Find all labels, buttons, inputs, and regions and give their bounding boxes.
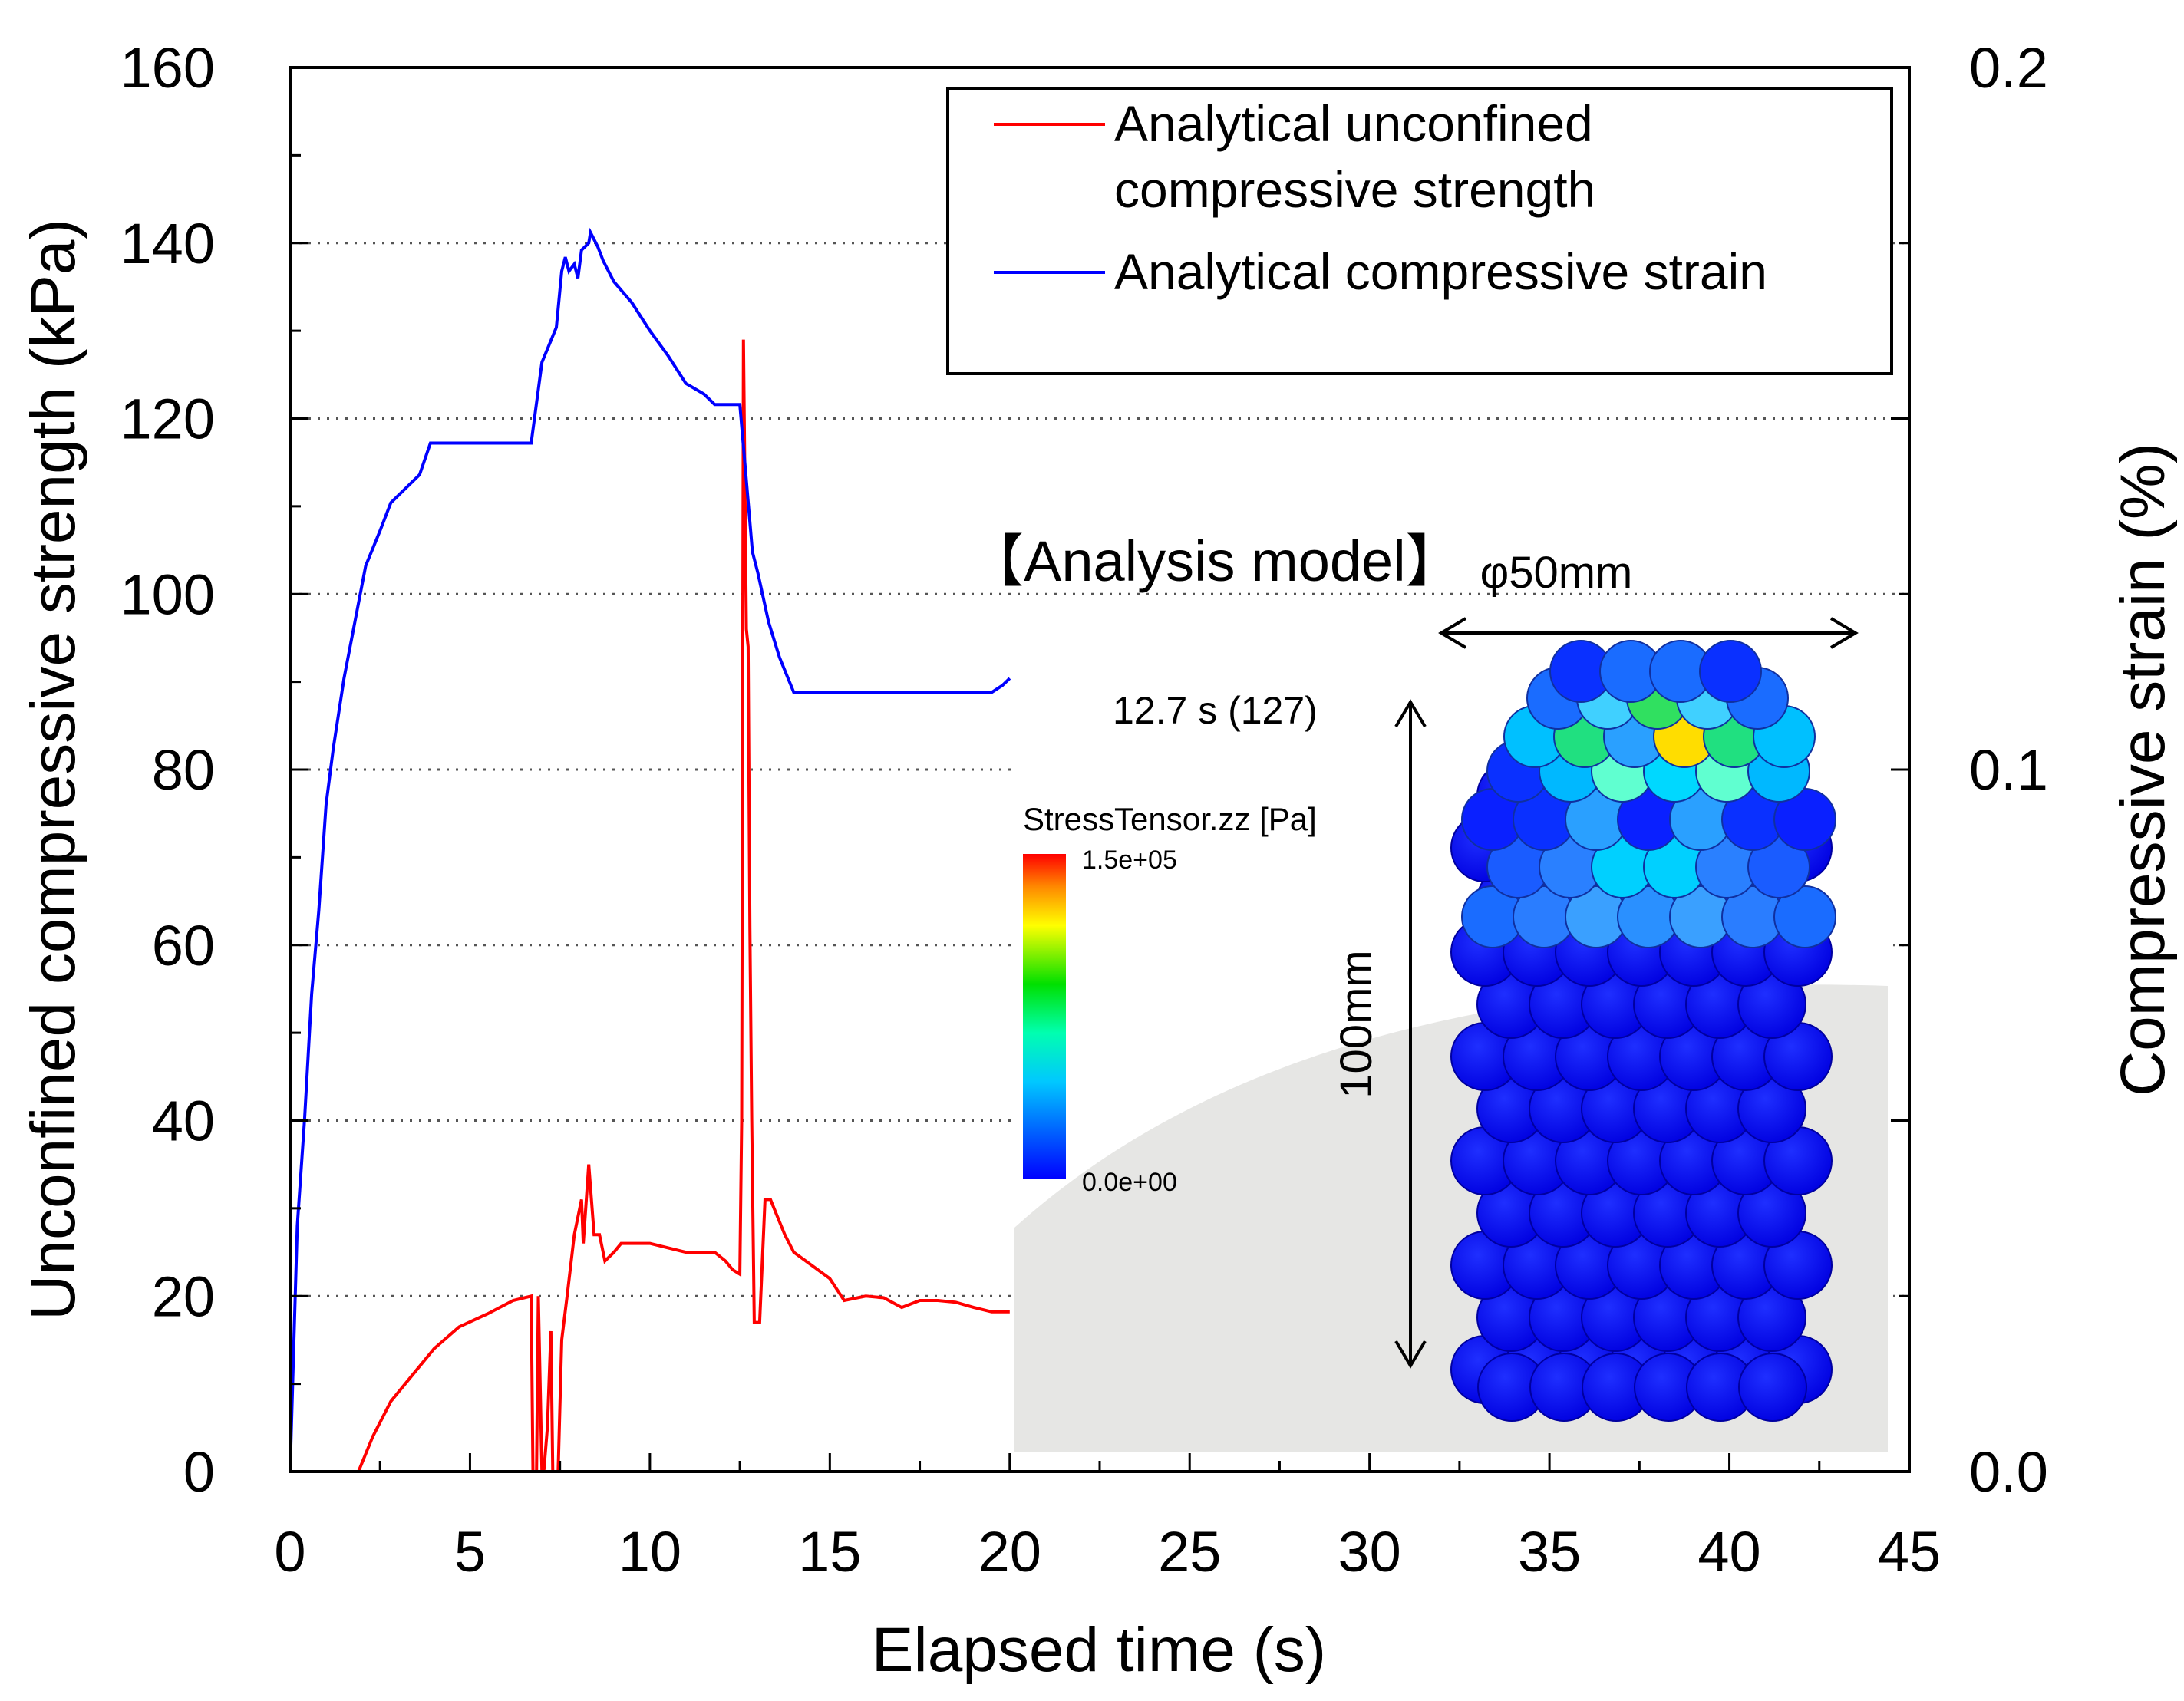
inset-title: 【Analysis model】 bbox=[967, 529, 1463, 593]
y-left-tick-label: 160 bbox=[120, 36, 215, 100]
y-right-tick-labels: 0.0 0.1 0.2 bbox=[1969, 36, 2048, 1504]
y-left-tick-label: 20 bbox=[152, 1264, 215, 1328]
strength-series-line bbox=[290, 339, 1010, 1472]
x-tick-label: 10 bbox=[619, 1520, 681, 1584]
y-right-tick-label: 0.1 bbox=[1969, 738, 2048, 802]
particle bbox=[1738, 1353, 1807, 1422]
x-tick-labels: 0 5 10 15 20 25 30 35 40 45 bbox=[274, 1520, 1941, 1584]
y-left-tick-label: 100 bbox=[120, 562, 215, 626]
y-right-tick-label: 0.2 bbox=[1969, 36, 2048, 100]
x-tick-label: 40 bbox=[1697, 1520, 1760, 1584]
axis-ticks bbox=[289, 66, 1911, 1473]
legend: Analytical unconfined compressive streng… bbox=[946, 87, 1893, 375]
x-axis-title: Elapsed time (s) bbox=[872, 1615, 1326, 1685]
y-left-tick-label: 80 bbox=[152, 738, 215, 802]
height-arrow bbox=[1394, 699, 1427, 1369]
y-right-axis-title: Compressive strain (%) bbox=[2108, 443, 2178, 1096]
x-tick-label: 15 bbox=[798, 1520, 861, 1584]
y-left-tick-label: 140 bbox=[120, 212, 215, 275]
colorbar bbox=[1023, 854, 1066, 1179]
strain-series-line bbox=[290, 227, 1011, 1472]
time-label: 12.7 s (127) bbox=[1113, 689, 1318, 732]
particle bbox=[1773, 885, 1836, 948]
particle-specimen bbox=[1450, 640, 1836, 1422]
legend-strain-label: Analytical compressive strain bbox=[1114, 243, 1767, 300]
y-left-axis-title: Unconfined compressive strength (kPa) bbox=[18, 219, 88, 1320]
y-left-tick-label: 60 bbox=[152, 914, 215, 977]
diameter-arrow bbox=[1438, 617, 1859, 649]
y-left-tick-label: 120 bbox=[120, 387, 215, 451]
particle bbox=[1699, 640, 1762, 703]
x-tick-label: 5 bbox=[454, 1520, 486, 1584]
y-left-tick-label: 0 bbox=[183, 1440, 215, 1504]
x-tick-label: 45 bbox=[1878, 1520, 1941, 1584]
y-left-tick-label: 40 bbox=[152, 1089, 215, 1153]
diameter-label: φ50mm bbox=[1480, 548, 1633, 598]
colorbar-title: StressTensor.zz [Pa] bbox=[1023, 801, 1317, 837]
x-tick-label: 20 bbox=[978, 1520, 1041, 1584]
y-right-tick-label: 0.0 bbox=[1969, 1440, 2048, 1504]
legend-box bbox=[946, 87, 1893, 375]
y-left-tick-labels: 0 20 40 60 80 100 120 140 160 bbox=[120, 36, 215, 1504]
x-tick-label: 25 bbox=[1158, 1520, 1221, 1584]
legend-strength-label-line2: compressive strength bbox=[1114, 161, 1595, 218]
x-tick-label: 35 bbox=[1518, 1520, 1581, 1584]
legend-strength-label-line1: Analytical unconfined bbox=[1114, 95, 1593, 152]
x-tick-label: 30 bbox=[1338, 1520, 1401, 1584]
colorbar-min-label: 0.0e+00 bbox=[1082, 1168, 1177, 1197]
colorbar-max-label: 1.5e+05 bbox=[1082, 846, 1177, 875]
height-label: 100mm bbox=[1331, 950, 1381, 1098]
analysis-model-inset: 【Analysis model】 φ50mm 100mm 12.7 s (127… bbox=[967, 529, 1893, 1452]
particle bbox=[1773, 788, 1836, 851]
x-tick-label: 0 bbox=[274, 1520, 305, 1584]
